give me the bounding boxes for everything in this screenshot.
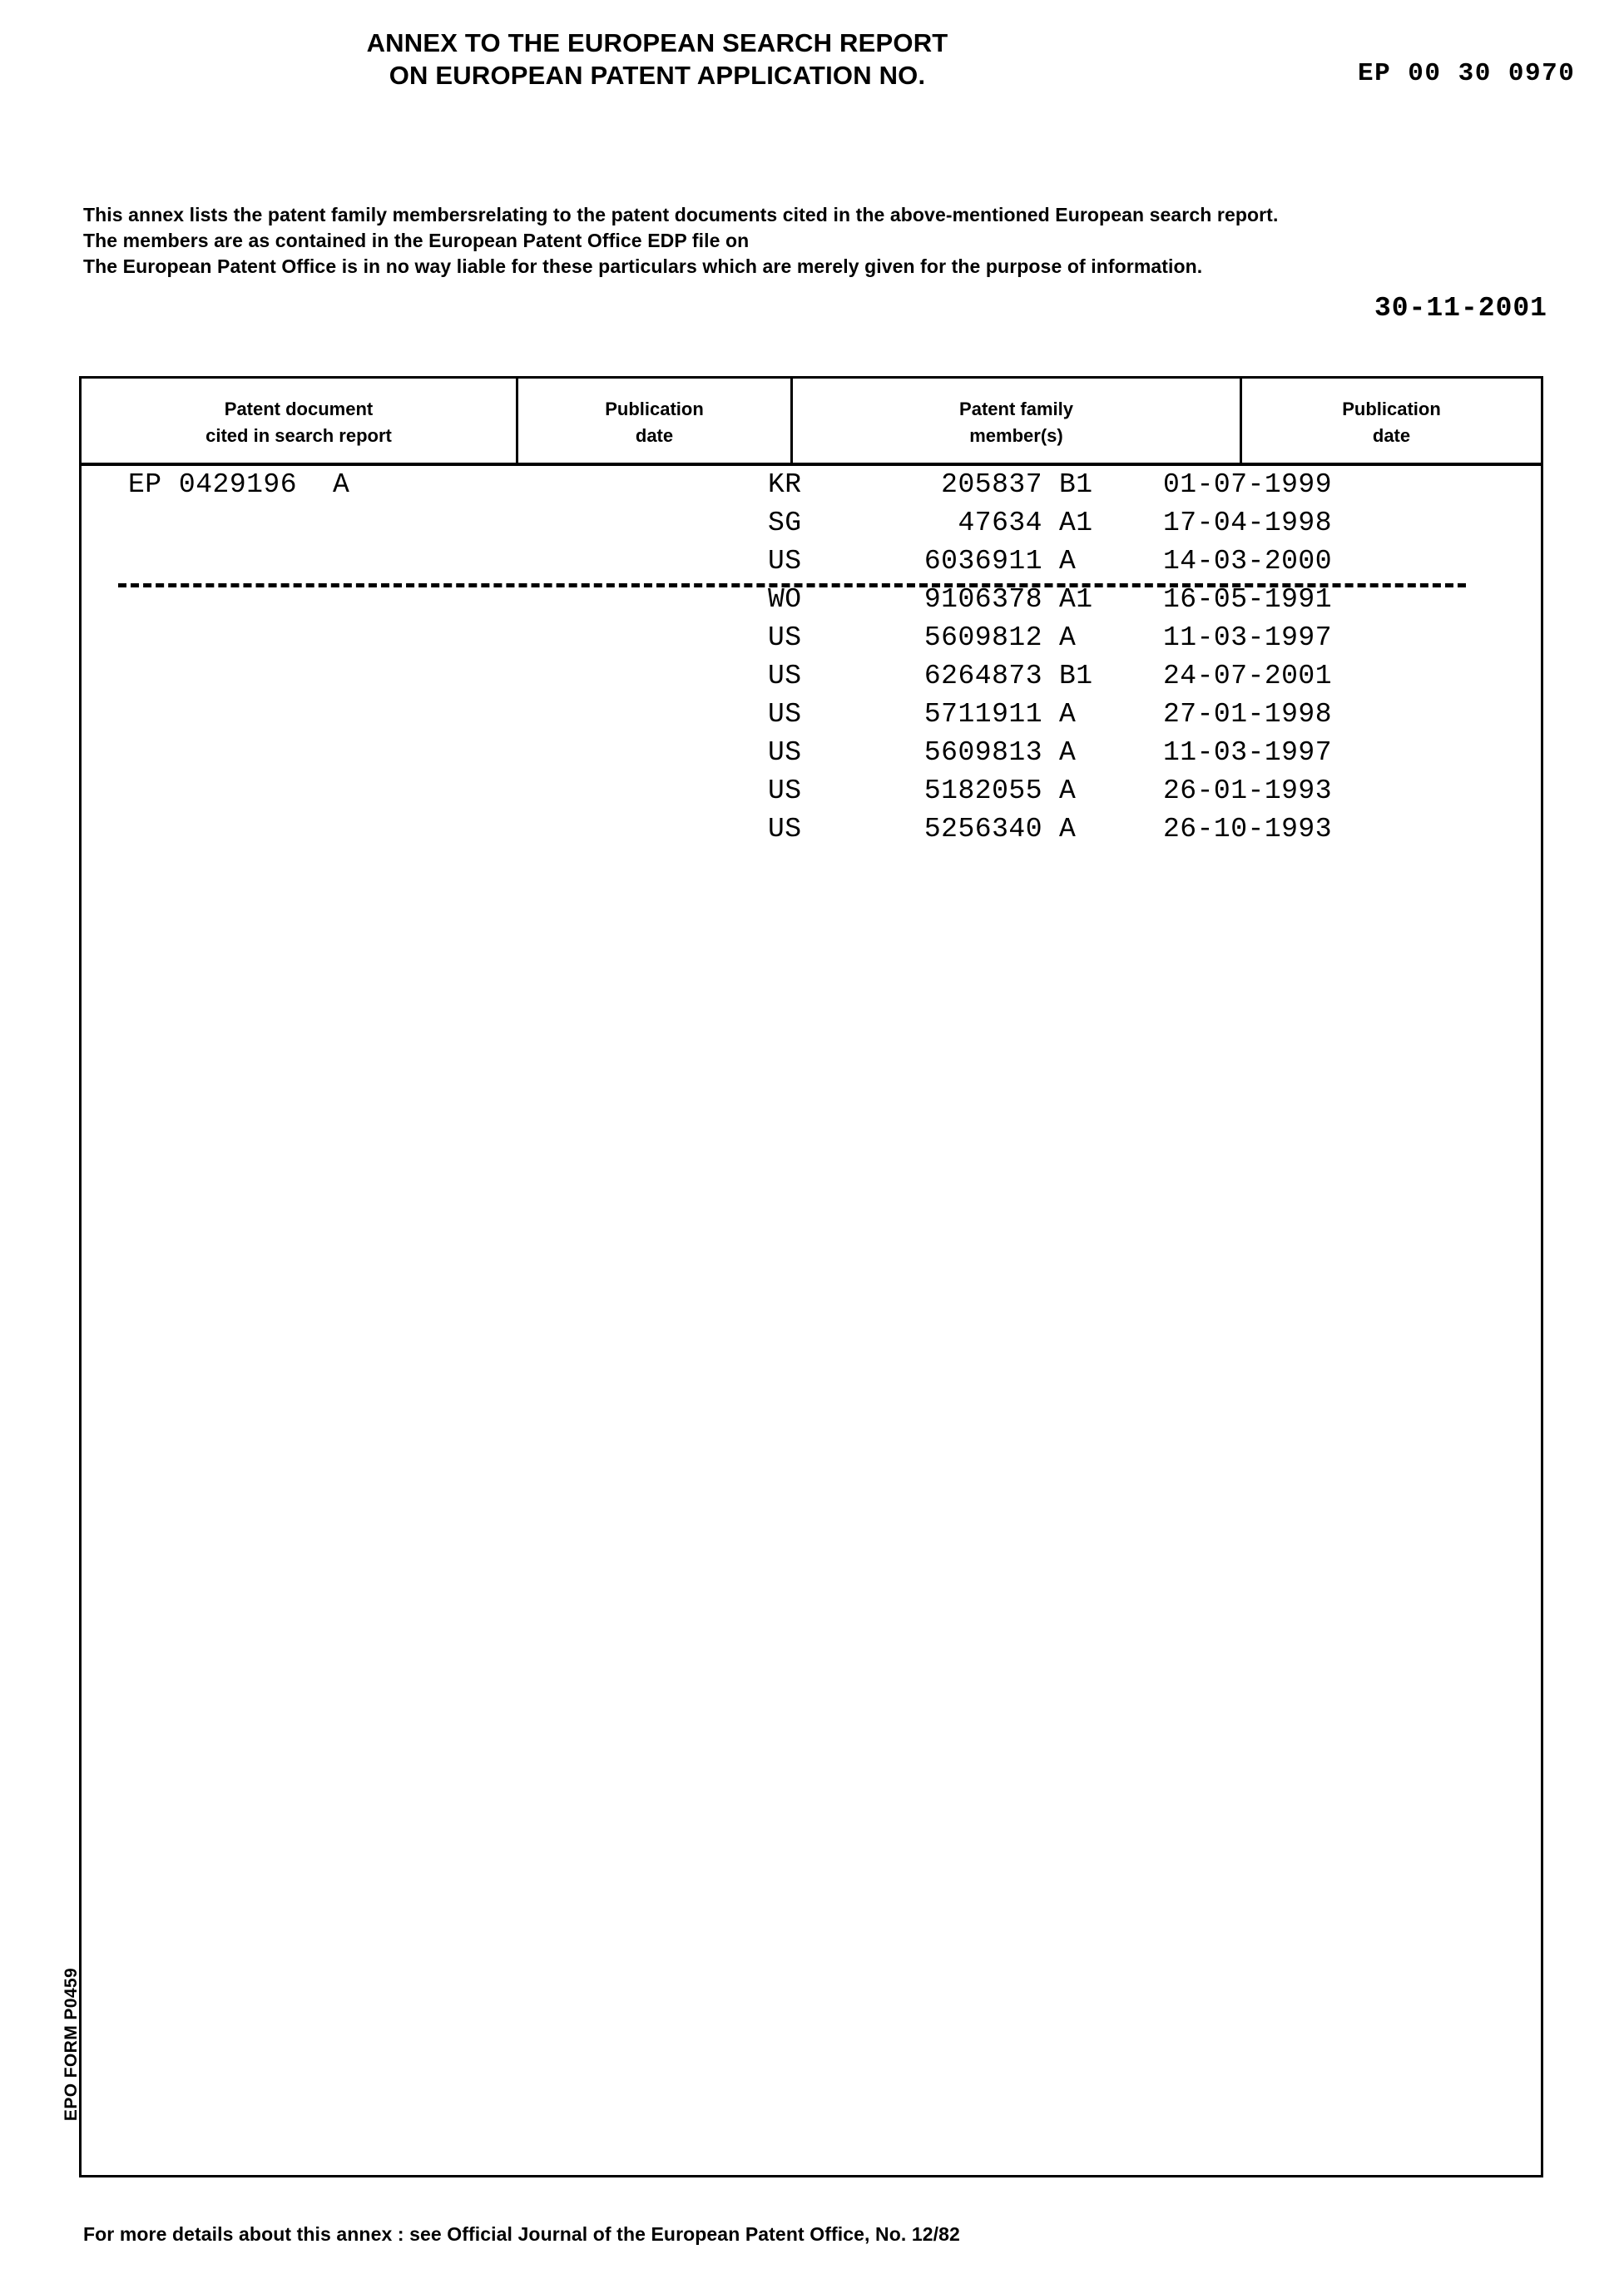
cell-family-member-kind: A xyxy=(1059,734,1076,772)
cell-family-member-number: 6036911 xyxy=(864,542,1042,581)
column-header-line-1: Publication xyxy=(605,396,704,423)
table-body: EP 0429196AKR205837B101-07-1999SG47634A1… xyxy=(82,466,1541,2174)
column-header-patent-document: Patent document cited in search report xyxy=(82,379,516,463)
cell-publication-date-2: 26-01-1993 xyxy=(1163,772,1332,810)
application-number: EP 00 30 0970 xyxy=(1358,59,1575,88)
cell-publication-date-2: 27-01-1998 xyxy=(1163,696,1332,734)
cell-family-member-number: 5182055 xyxy=(864,772,1042,810)
cell-publication-date-2: 11-03-1997 xyxy=(1163,619,1332,657)
document-header: ANNEX TO THE EUROPEAN SEARCH REPORT ON E… xyxy=(0,18,1624,93)
column-header-line-2: date xyxy=(1373,423,1410,449)
cell-country-code: US xyxy=(768,657,802,696)
page-title-line-1: ANNEX TO THE EUROPEAN SEARCH REPORT xyxy=(0,27,1315,60)
cell-country-code: KR xyxy=(768,466,802,504)
cell-family-member-kind: A xyxy=(1059,696,1076,734)
page-title-line-2: ON EUROPEAN PATENT APPLICATION NO. xyxy=(0,59,1315,92)
cell-country-code: US xyxy=(768,542,802,581)
cell-patent-document: EP 0429196 xyxy=(128,466,297,504)
cell-family-member-number: 47634 xyxy=(864,504,1042,542)
cell-family-member-number: 5256340 xyxy=(864,810,1042,849)
table-row: US 5609812 A 11-03-1997 xyxy=(82,619,1541,657)
cell-family-member-kind: A1 xyxy=(1059,504,1093,542)
table-row: US 5256340 A 26-10-1993 xyxy=(82,810,1541,849)
cell-family-member-number: 205837 xyxy=(864,466,1042,504)
intro-paragraph: This annex lists the patent family membe… xyxy=(83,202,1572,280)
table-header-row: Patent document cited in search report P… xyxy=(82,379,1541,466)
patent-family-table: Patent document cited in search report P… xyxy=(79,376,1543,2177)
table-row: SG 47634 A1 17-04-1998 xyxy=(82,504,1541,542)
column-header-publication-date-1: Publication date xyxy=(516,379,790,463)
cell-family-member-kind: A xyxy=(1059,542,1076,581)
cell-publication-date-2: 17-04-1998 xyxy=(1163,504,1332,542)
cell-country-code: US xyxy=(768,810,802,849)
intro-line-2: The members are as contained in the Euro… xyxy=(83,228,1572,254)
cell-country-code: US xyxy=(768,696,802,734)
table-row: US 5711911 A 27-01-1998 xyxy=(82,696,1541,734)
cell-publication-date-2: 24-07-2001 xyxy=(1163,657,1332,696)
cell-family-member-kind: A xyxy=(1059,619,1076,657)
family-block-separator xyxy=(118,583,1466,587)
table-rows: EP 0429196AKR205837B101-07-1999SG47634A1… xyxy=(82,466,1541,849)
cell-patent-document-kind: A xyxy=(333,466,349,504)
column-header-publication-date-2: Publication date xyxy=(1240,379,1541,463)
epo-form-code: EPO FORM P0459 xyxy=(62,1953,82,2136)
cell-family-member-number: 6264873 xyxy=(864,657,1042,696)
cell-family-member-number: 5609812 xyxy=(864,619,1042,657)
column-header-line-2: cited in search report xyxy=(205,423,392,449)
cell-publication-date-2: 26-10-1993 xyxy=(1163,810,1332,849)
cell-family-member-number: 5711911 xyxy=(864,696,1042,734)
cell-family-member-kind: B1 xyxy=(1059,466,1093,504)
cell-publication-date-2: 11-03-1997 xyxy=(1163,734,1332,772)
table-row: US 5609813 A 11-03-1997 xyxy=(82,734,1541,772)
footer-note: For more details about this annex : see … xyxy=(83,2223,960,2246)
cell-country-code: US xyxy=(768,619,802,657)
table-row: US 5182055 A 26-01-1993 xyxy=(82,772,1541,810)
cell-country-code: US xyxy=(768,772,802,810)
column-header-line-1: Patent document xyxy=(225,396,373,423)
cell-family-member-kind: A xyxy=(1059,810,1076,849)
table-row: EP 0429196 A KR 205837 B1 01-07-1999 xyxy=(82,466,1541,504)
cell-country-code: US xyxy=(768,734,802,772)
column-header-patent-family-member: Patent family member(s) xyxy=(790,379,1240,463)
column-header-line-2: date xyxy=(636,423,673,449)
table-row: US 6264873 B1 24-07-2001 xyxy=(82,657,1541,696)
cell-country-code: SG xyxy=(768,504,802,542)
cell-family-member-kind: A xyxy=(1059,772,1076,810)
column-header-line-2: member(s) xyxy=(969,423,1062,449)
cell-family-member-kind: B1 xyxy=(1059,657,1093,696)
intro-line-1: This annex lists the patent family membe… xyxy=(83,202,1572,228)
column-header-line-1: Patent family xyxy=(959,396,1073,423)
document-page: ANNEX TO THE EUROPEAN SEARCH REPORT ON E… xyxy=(0,0,1624,2274)
intro-line-3: The European Patent Office is in no way … xyxy=(83,254,1572,280)
report-date: 30-11-2001 xyxy=(0,293,1547,324)
table-row: US 6036911 A 14-03-2000 xyxy=(82,542,1541,581)
cell-publication-date-2: 14-03-2000 xyxy=(1163,542,1332,581)
column-header-line-1: Publication xyxy=(1342,396,1441,423)
cell-family-member-number: 5609813 xyxy=(864,734,1042,772)
cell-publication-date-2: 01-07-1999 xyxy=(1163,466,1332,504)
